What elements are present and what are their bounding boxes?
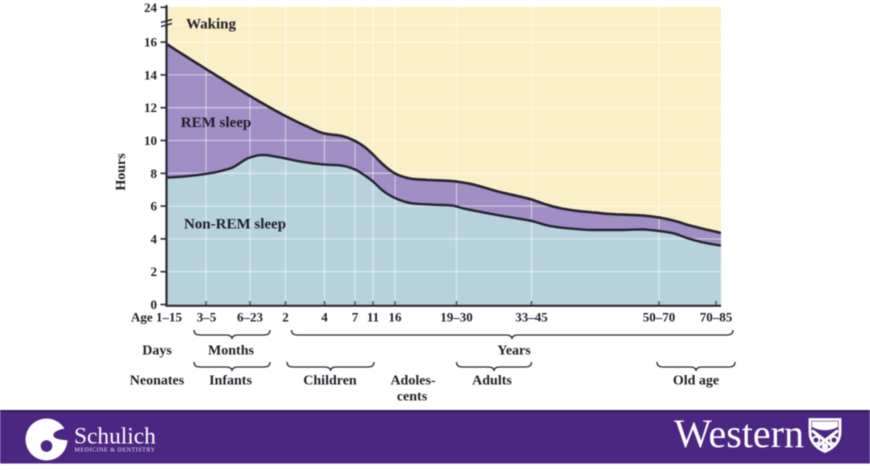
- svg-text:Years: Years: [497, 344, 531, 359]
- svg-text:7: 7: [352, 310, 359, 325]
- svg-text:16: 16: [144, 35, 158, 50]
- svg-text:2: 2: [282, 310, 289, 325]
- svg-text:Infants: Infants: [209, 374, 252, 389]
- svg-text:6: 6: [151, 199, 158, 214]
- svg-text:Children: Children: [303, 374, 357, 389]
- svg-text:33–45: 33–45: [515, 310, 548, 325]
- svg-text:50–70: 50–70: [643, 310, 676, 325]
- svg-text:0: 0: [151, 297, 158, 312]
- svg-text:Waking: Waking: [186, 17, 237, 33]
- svg-text:24: 24: [144, 0, 158, 15]
- svg-text:Non-REM sleep: Non-REM sleep: [184, 217, 286, 233]
- svg-text:Neonates: Neonates: [130, 374, 185, 389]
- svg-text:cents: cents: [397, 390, 428, 405]
- svg-text:2: 2: [151, 264, 158, 279]
- svg-text:10: 10: [144, 133, 157, 148]
- svg-text:14: 14: [144, 67, 158, 82]
- svg-text:Western: Western: [674, 411, 804, 456]
- svg-text:Days: Days: [142, 344, 172, 359]
- svg-text:Hours: Hours: [114, 153, 129, 191]
- svg-text:70–85: 70–85: [700, 310, 733, 325]
- svg-text:4: 4: [151, 231, 158, 246]
- svg-text:11: 11: [367, 310, 379, 325]
- svg-text:Months: Months: [208, 344, 254, 359]
- svg-text:Old age: Old age: [673, 374, 719, 389]
- svg-text:4: 4: [321, 310, 328, 325]
- svg-text:8: 8: [151, 166, 158, 181]
- svg-text:Adults: Adults: [472, 374, 512, 389]
- svg-text:19–30: 19–30: [440, 310, 473, 325]
- svg-text:3–5: 3–5: [197, 310, 217, 325]
- svg-text:Schulich: Schulich: [74, 424, 156, 450]
- svg-text:MEDICINE & DENTISTRY: MEDICINE & DENTISTRY: [75, 448, 156, 454]
- svg-text:Age 1–15: Age 1–15: [131, 310, 182, 325]
- svg-text:12: 12: [144, 100, 157, 115]
- svg-text:16: 16: [389, 310, 403, 325]
- svg-text:REM sleep: REM sleep: [181, 115, 251, 131]
- svg-text:6–23: 6–23: [237, 310, 264, 325]
- svg-text:Adoles-: Adoles-: [390, 374, 435, 389]
